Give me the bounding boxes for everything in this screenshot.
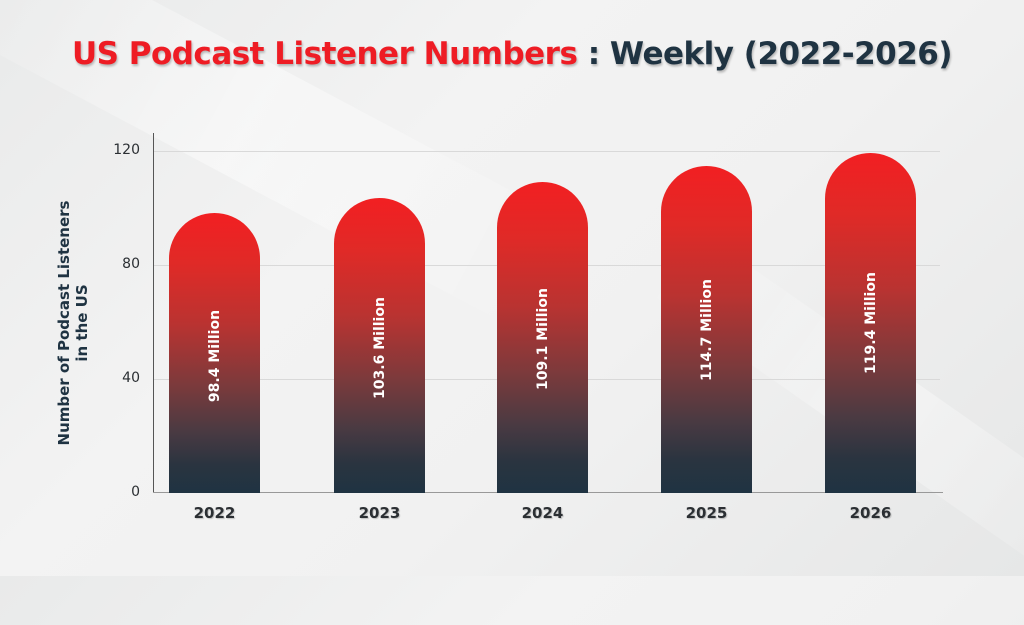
y-tick-label: 0 [131,484,140,500]
plot-area: Number of Podcast Listeners in the US 0 4… [55,133,943,522]
bar-value-label: 119.4 Million [862,272,879,374]
y-tick-label: 120 [113,142,140,158]
bar-value-label: 103.6 Million [371,297,388,399]
y-axis-line [153,133,154,493]
chart-title-highlight: US Podcast Listener Numbers [71,36,578,72]
x-tick-label: 2026 [849,504,892,522]
x-tick-label: 2025 [685,504,728,522]
x-tick-label: 2022 [193,504,236,522]
gridline [154,151,940,152]
y-axis-label-line2: in the US [73,284,91,362]
bar-value-label: 114.7 Million [698,279,715,381]
chart-title: US Podcast Listener Numbers : Weekly (20… [0,36,1024,72]
bar-2022: 98.4 Million [169,213,260,493]
bar-2026: 119.4 Million [825,153,916,493]
y-tick-label: 40 [122,370,140,386]
y-tick-label: 80 [122,256,140,272]
chart-title-separator: : [577,36,610,72]
bar-value-label: 98.4 Million [206,309,223,403]
x-tick-label: 2024 [521,504,564,522]
y-axis-label: Number of Podcast Listeners in the US [55,173,91,473]
x-tick-label: 2023 [358,504,401,522]
bar-2025: 114.7 Million [661,166,752,493]
bar-2023: 103.6 Million [334,198,425,493]
chart-title-rest: Weekly (2022-2026) [609,36,953,72]
y-axis-label-line1: Number of Podcast Listeners [55,200,73,446]
bar-value-label: 109.1 Million [534,288,551,390]
bar-2024: 109.1 Million [497,182,588,493]
